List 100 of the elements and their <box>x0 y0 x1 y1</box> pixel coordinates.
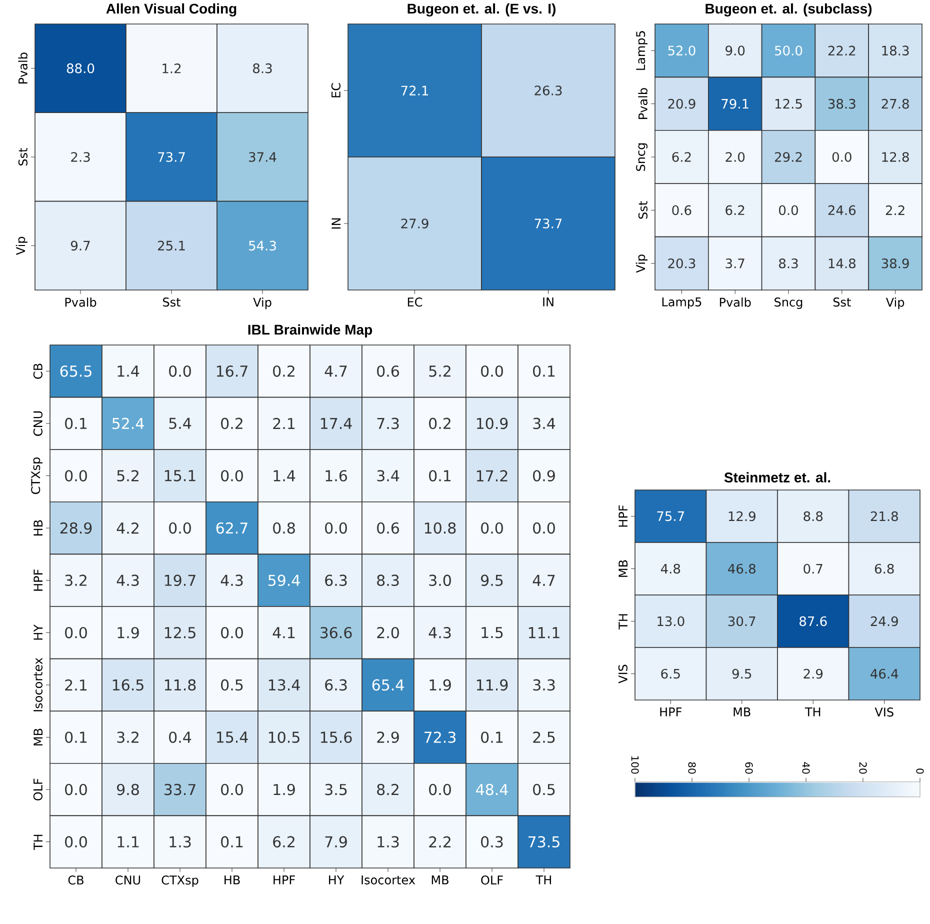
data-label: 4.7 <box>532 574 555 586</box>
y-tick-label: TH <box>618 614 628 630</box>
data-label: 11.9 <box>476 679 508 691</box>
y-tick-label: OLF <box>33 778 42 800</box>
data-label: 0.0 <box>221 470 243 482</box>
data-label: 0.0 <box>481 365 503 377</box>
x-tick-label: TH <box>536 876 552 884</box>
data-label: 2.3 <box>71 152 90 162</box>
data-label: 9.5 <box>481 574 503 586</box>
data-label: 17.4 <box>320 418 352 429</box>
data-label: 8.3 <box>253 63 272 74</box>
data-label: 65.4 <box>372 679 404 691</box>
y-tick-label: CB <box>33 364 42 379</box>
data-label: 33.7 <box>164 784 196 796</box>
data-label: 4.7 <box>324 366 347 377</box>
data-label: 3.2 <box>65 574 86 586</box>
x-tick-label: VIS <box>874 708 894 717</box>
data-label: 88.0 <box>66 63 94 74</box>
data-label: 0.2 <box>221 418 242 430</box>
data-label: 1.2 <box>162 64 181 74</box>
data-label: 65.5 <box>60 365 92 377</box>
data-label: 24.6 <box>828 205 856 216</box>
y-tick-label: HPF <box>34 569 42 591</box>
data-label: 24.9 <box>870 616 898 626</box>
data-label: 3.4 <box>533 418 556 430</box>
data-label: 0.1 <box>221 836 243 848</box>
data-label: 0.0 <box>65 836 87 848</box>
data-label: 38.9 <box>882 258 909 268</box>
data-label: 0.5 <box>221 679 243 691</box>
data-label: 87.6 <box>800 616 827 626</box>
data-label: 1.4 <box>118 366 140 377</box>
data-label: 11.8 <box>164 679 196 691</box>
data-label: 4.8 <box>660 564 680 574</box>
data-label: 9.0 <box>726 46 745 56</box>
data-label: 15.4 <box>216 732 248 743</box>
data-label: 21.8 <box>870 511 898 522</box>
data-label: 8.3 <box>779 258 798 268</box>
data-label: 72.1 <box>401 86 428 96</box>
data-label: 1.9 <box>430 679 451 691</box>
data-label: 6.3 <box>325 679 347 691</box>
y-tick-label: Sst <box>18 148 28 166</box>
data-label: 15.1 <box>164 470 196 482</box>
y-tick-label: MB <box>618 560 628 577</box>
x-tick-label: MB <box>734 708 750 716</box>
data-label: 20.9 <box>668 98 696 109</box>
y-tick-label: VIS <box>618 664 628 684</box>
data-label: 1.9 <box>274 784 295 796</box>
data-label: 3.7 <box>726 258 744 268</box>
data-label: 0.0 <box>65 784 87 796</box>
data-label: 6.2 <box>273 836 294 848</box>
data-label: 6.2 <box>726 205 744 216</box>
x-tick-label: IN <box>543 298 554 306</box>
chart-title: Bugeon et. al. (E vs. I) <box>408 3 556 16</box>
data-label: 1.9 <box>118 626 139 638</box>
data-label: 1.6 <box>326 470 347 482</box>
x-tick-label: CB <box>68 876 84 885</box>
data-label: 18.3 <box>882 46 909 56</box>
data-label: 0.9 <box>533 470 555 482</box>
x-tick-label: HPF <box>274 876 295 884</box>
data-label: 4.3 <box>116 574 139 586</box>
x-tick-label: Lamp5 <box>662 298 702 309</box>
y-tick-label: HY <box>34 624 42 640</box>
color-bar-label: 60 <box>745 762 753 774</box>
data-label: 0.1 <box>533 365 555 377</box>
data-label: 6.3 <box>325 574 347 586</box>
data-label: 9.5 <box>732 668 752 679</box>
data-label: 4.3 <box>428 626 451 638</box>
data-label: 22.2 <box>828 46 856 56</box>
y-tick-label: Sncg <box>636 143 648 171</box>
y-tick-label: TH <box>34 834 42 850</box>
data-label: 46.8 <box>728 564 756 574</box>
y-tick-label: MB <box>34 728 42 746</box>
data-label: 0.0 <box>533 522 555 534</box>
x-tick-label: MB <box>432 876 448 884</box>
data-label: 46.4 <box>870 668 898 679</box>
data-label: 2.0 <box>377 626 399 638</box>
data-label: 2.9 <box>377 732 399 743</box>
chart-title: Allen Visual Coding <box>106 3 236 16</box>
data-label: 0.0 <box>169 365 191 377</box>
data-label: 4.2 <box>116 522 138 534</box>
data-label: 79.1 <box>722 98 748 109</box>
data-label: 0.0 <box>169 522 191 534</box>
data-label: 9.8 <box>117 784 139 796</box>
data-label: 0.0 <box>832 152 852 162</box>
data-label: 12.9 <box>728 511 756 522</box>
data-label: 0.0 <box>481 522 503 534</box>
data-label: 0.6 <box>377 365 399 377</box>
data-label: 8.3 <box>377 574 399 586</box>
data-label: 0.0 <box>221 626 243 638</box>
data-label: 2.1 <box>273 418 295 430</box>
data-label: 0.6 <box>377 522 399 534</box>
x-tick-label: Pvalb <box>65 298 96 307</box>
data-label: 15.6 <box>320 732 352 743</box>
x-tick-label: Sncg <box>774 298 802 309</box>
y-tick-label: Lamp5 <box>636 31 648 70</box>
data-label: 10.8 <box>424 522 456 534</box>
x-tick-label: Sst <box>163 298 181 307</box>
data-label: 7.3 <box>377 418 399 430</box>
data-label: 0.0 <box>65 626 87 638</box>
color-bar-label: 80 <box>688 762 696 774</box>
